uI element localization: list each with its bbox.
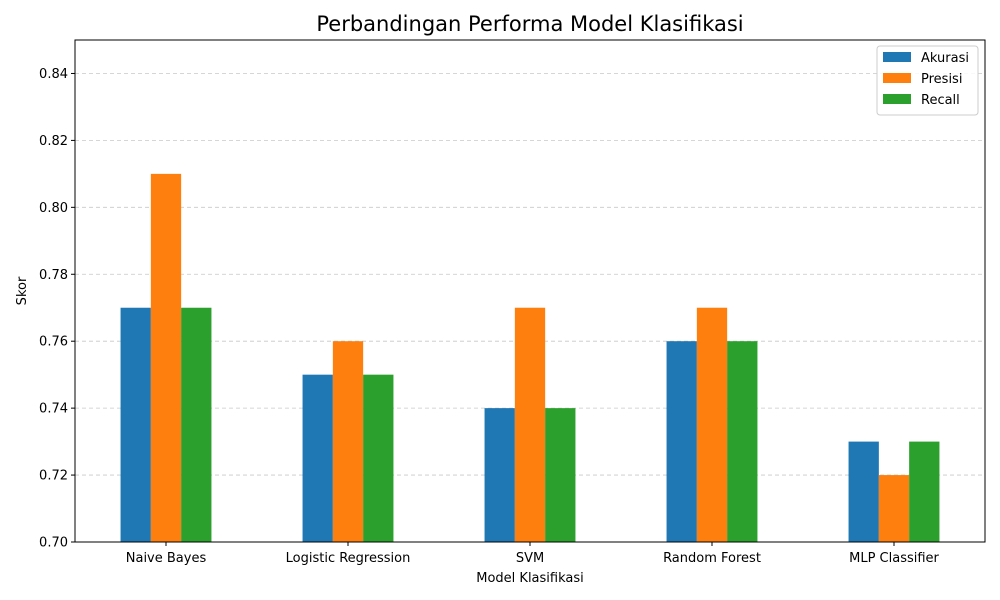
- bar-akurasi-3: [666, 341, 697, 542]
- x-tick-label: Random Forest: [663, 551, 761, 566]
- chart-title: Perbandingan Performa Model Klasifikasi: [316, 12, 743, 36]
- legend-label-recall: Recall: [921, 93, 960, 108]
- bar-recall-1: [363, 374, 394, 542]
- legend-swatch-akurasi: [883, 52, 911, 62]
- bar-akurasi-2: [484, 408, 515, 542]
- bar-presisi-0: [150, 173, 182, 542]
- x-axis-label: Model Klasifikasi: [476, 571, 584, 586]
- x-tick-label: SVM: [516, 551, 544, 566]
- bar-recall-3: [727, 341, 758, 542]
- bar-presisi-3: [696, 307, 728, 542]
- bar-akurasi-4: [848, 441, 879, 542]
- y-tick-label: 0.82: [39, 134, 68, 149]
- x-tick-label: MLP Classifier: [849, 551, 939, 566]
- legend: Akurasi Presisi Recall: [876, 45, 979, 116]
- bar-recall-0: [181, 307, 212, 542]
- y-tick-label: 0.70: [39, 536, 68, 551]
- legend-label-presisi: Presisi: [921, 72, 962, 87]
- y-axis: 0.70 0.72 0.74 0.76 0.78 0.80 0.82 0.84: [39, 67, 75, 551]
- bars: [120, 173, 940, 542]
- legend-swatch-presisi: [883, 73, 911, 83]
- bar-recall-4: [909, 441, 940, 542]
- y-tick-label: 0.80: [39, 201, 68, 216]
- x-axis: Naive Bayes Logistic Regression SVM Random …: [126, 542, 940, 566]
- y-tick-label: 0.76: [39, 335, 68, 350]
- bar-presisi-1: [332, 341, 364, 542]
- bar-akurasi-0: [120, 307, 151, 542]
- bar-recall-2: [545, 408, 576, 542]
- y-tick-label: 0.84: [39, 67, 68, 82]
- y-tick-label: 0.78: [39, 268, 68, 283]
- bar-akurasi-1: [302, 374, 333, 542]
- x-tick-label: Naive Bayes: [126, 551, 207, 566]
- x-tick-label: Logistic Regression: [286, 551, 411, 566]
- legend-swatch-recall: [883, 94, 911, 104]
- y-tick-label: 0.74: [39, 402, 68, 417]
- bar-presisi-2: [514, 307, 546, 542]
- y-axis-label: Skor: [15, 276, 30, 305]
- y-tick-label: 0.72: [39, 469, 68, 484]
- bar-presisi-4: [878, 475, 910, 542]
- legend-label-akurasi: Akurasi: [921, 51, 969, 66]
